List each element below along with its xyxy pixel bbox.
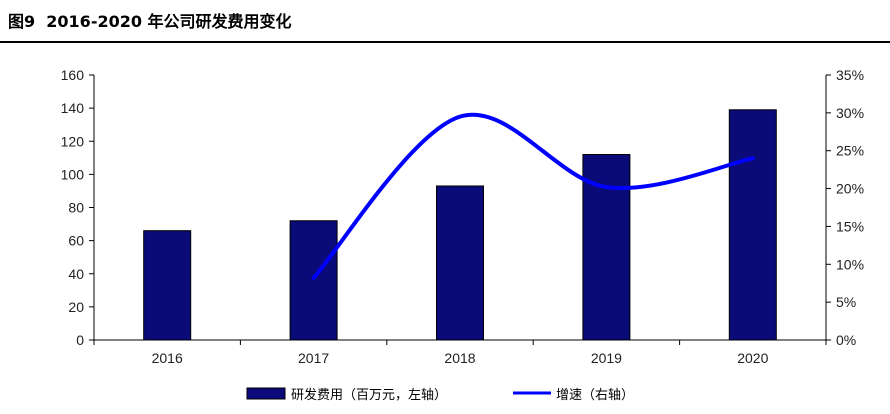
bar [728, 109, 777, 341]
x-tick-label: 2020 [737, 350, 768, 366]
bar [436, 185, 484, 341]
figure-title: 图9 2016-2020 年公司研发费用变化 [8, 8, 292, 32]
x-tick-label: 2018 [444, 350, 475, 366]
left-tick-label: 140 [61, 100, 85, 116]
figure-label: 图9 [8, 12, 36, 31]
left-tick-label: 40 [68, 266, 84, 282]
left-tick-label: 20 [68, 299, 84, 315]
left-axis: 0 20 40 60 80 100 120 140 160 [61, 67, 95, 348]
right-tick-label: 20% [836, 181, 864, 197]
legend-bar-label: 研发费用（百万元，左轴） [291, 387, 447, 403]
left-tick-label: 60 [68, 233, 84, 249]
right-axis: 0% 5% 10% 15% 20% 25% 30% 35% [825, 67, 864, 348]
growth-line [311, 112, 755, 280]
legend-bar-swatch [246, 387, 286, 400]
legend: 研发费用（百万元，左轴） 增速（右轴） [246, 387, 634, 403]
right-tick-label: 10% [836, 256, 864, 272]
bar [143, 230, 192, 341]
x-tick-label: 2017 [298, 350, 329, 366]
x-tick-label: 2019 [591, 350, 622, 366]
right-tick-label: 5% [836, 294, 856, 310]
right-tick-label: 0% [836, 332, 856, 348]
left-tick-label: 100 [61, 166, 85, 182]
right-tick-label: 30% [836, 105, 864, 121]
bar-series [143, 109, 777, 341]
left-tick-label: 160 [61, 67, 85, 83]
legend-line-label: 增速（右轴） [556, 388, 634, 403]
bar [289, 220, 338, 341]
right-tick-label: 15% [836, 218, 864, 234]
title-divider [0, 41, 890, 43]
left-tick-label: 0 [76, 332, 84, 348]
figure-title-text: 2016-2020 年公司研发费用变化 [46, 12, 292, 31]
x-tick-label: 2016 [152, 350, 183, 366]
x-axis: 2016 2017 2018 2019 2020 [93, 339, 827, 366]
left-tick-label: 120 [61, 133, 85, 149]
line-series [311, 112, 755, 280]
right-tick-label: 25% [836, 143, 864, 159]
right-tick-label: 35% [836, 67, 864, 83]
left-tick-label: 80 [68, 200, 84, 216]
